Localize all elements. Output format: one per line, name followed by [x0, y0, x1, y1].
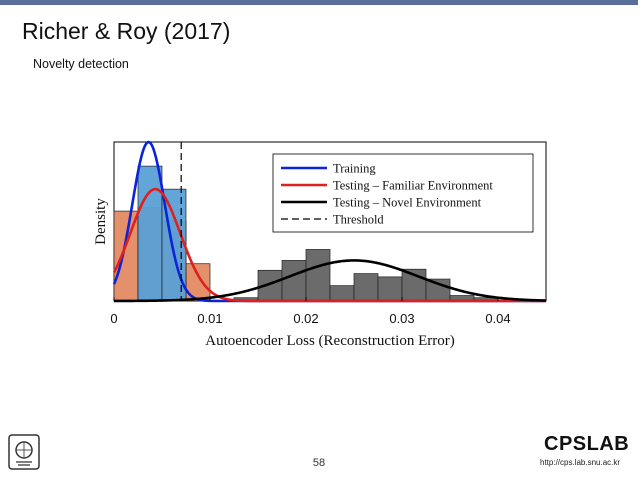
- legend-item: Testing – Novel Environment: [333, 196, 482, 210]
- legend-item: Training: [333, 162, 376, 176]
- histogram-bar: [377, 276, 403, 302]
- lab-logo-name: CPSLAB: [544, 433, 630, 455]
- x-tick-label: 0.03: [389, 311, 414, 326]
- histogram-bar: [137, 165, 163, 302]
- lab-logo-url: http://cps.lab.snu.ac.kr: [540, 458, 621, 467]
- y-axis-label: Density: [93, 198, 109, 245]
- x-tick-label: 0.02: [293, 311, 318, 326]
- page-number: 58: [312, 457, 326, 469]
- legend-box: [272, 153, 534, 233]
- density-curve: [114, 259, 547, 303]
- x-tick-label: 0.04: [485, 311, 510, 326]
- x-tick-label: 0: [110, 311, 117, 326]
- x-axis-label: Autoencoder Loss (Reconstruction Error): [205, 333, 455, 349]
- slide-title: Richer & Roy (2017): [22, 18, 231, 44]
- legend-item: Threshold: [333, 213, 384, 227]
- histogram-bar: [281, 260, 307, 302]
- histogram-bar: [353, 273, 379, 302]
- histogram-bar: [305, 249, 331, 302]
- lab-logo: CPSLAB http://cps.lab.snu.ac.kr: [540, 433, 632, 473]
- slide-subtitle: Novelty detection: [33, 57, 129, 71]
- histogram-bar: [329, 285, 355, 302]
- top-accent-bar: [0, 0, 638, 5]
- density-curve: [112, 187, 546, 303]
- x-tick-label: 0.01: [197, 311, 222, 326]
- legend-item: Testing – Familiar Environment: [333, 179, 493, 193]
- university-seal-logo: [8, 434, 40, 470]
